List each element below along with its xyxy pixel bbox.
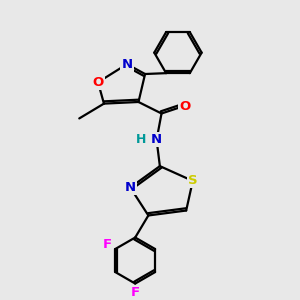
Text: N: N [125, 181, 136, 194]
Text: F: F [103, 238, 112, 251]
Text: H: H [136, 133, 146, 146]
Text: S: S [188, 174, 198, 188]
Text: O: O [179, 100, 190, 113]
Text: N: N [122, 58, 133, 70]
Text: F: F [130, 286, 140, 299]
Text: N: N [151, 133, 162, 146]
Text: O: O [92, 76, 104, 89]
